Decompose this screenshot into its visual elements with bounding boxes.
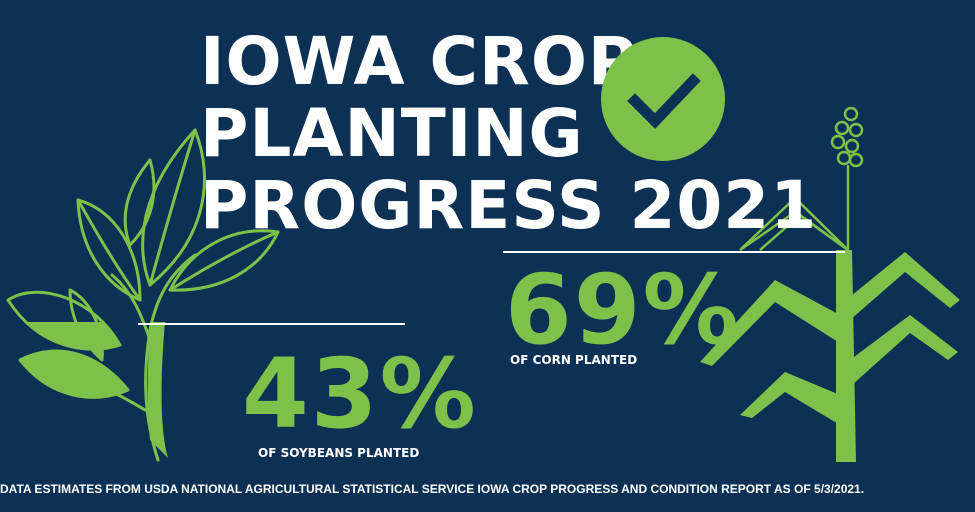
title-line-1: IOWA CROP <box>200 23 638 100</box>
soybean-caption: OF SOYBEANS PLANTED <box>258 446 420 460</box>
soybean-percentage: 43% <box>242 338 478 450</box>
page-title: IOWA CROP PLANTING PROGRESS 2021 <box>200 26 817 242</box>
soybean-plant-icon <box>6 128 280 462</box>
corn-plant-icon <box>700 106 960 462</box>
title-line-3: PROGRESS 2021 <box>200 167 818 244</box>
title-line-2: PLANTING <box>200 95 584 172</box>
soybean-divider <box>138 323 405 325</box>
corn-divider <box>503 251 845 253</box>
checkmark-icon <box>601 37 725 161</box>
corn-caption: OF CORN PLANTED <box>510 353 638 367</box>
source-footnote: DATA ESTIMATES FROM USDA NATIONAL AGRICU… <box>0 482 865 496</box>
corn-percentage: 69% <box>505 254 741 366</box>
